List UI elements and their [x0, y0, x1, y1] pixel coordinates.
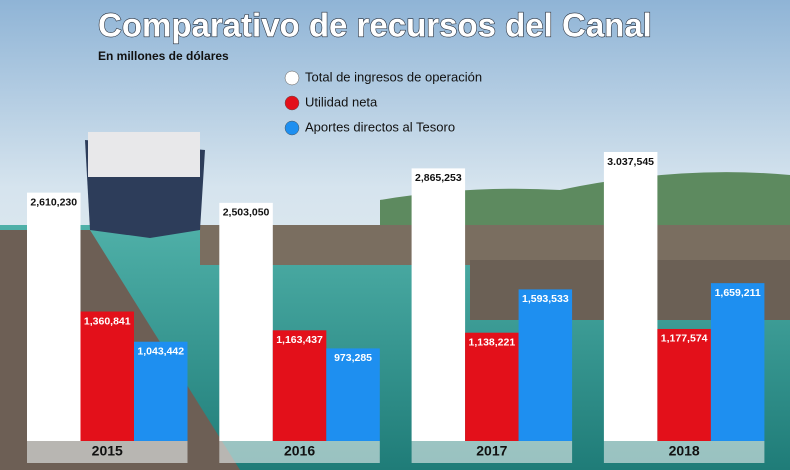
chart-title: Comparativo de recursos del Canal [98, 7, 652, 44]
value-label: 1,593,533 [522, 293, 569, 305]
x-tick-label: 2016 [284, 443, 315, 459]
bar [657, 328, 711, 441]
value-label: 1,177,574 [661, 333, 708, 345]
x-tick-label: 2017 [476, 443, 507, 459]
value-label: 1,043,442 [137, 346, 184, 358]
value-label: 2,503,050 [223, 207, 270, 219]
value-label: 1,360,841 [84, 315, 131, 327]
bar [80, 311, 134, 441]
legend-swatch [284, 70, 300, 86]
bar [272, 330, 327, 441]
value-label: 973,285 [334, 352, 372, 364]
value-label: 2,610,230 [30, 196, 77, 208]
bar [134, 341, 188, 441]
bar [603, 152, 658, 441]
year-band [219, 441, 380, 463]
value-label: 1,163,437 [276, 334, 323, 346]
bar [411, 168, 466, 441]
legend-label: Aportes directos al Tesoro [305, 119, 455, 134]
x-tick-label: 2018 [669, 443, 700, 459]
bar [219, 202, 273, 441]
legend-swatch [284, 120, 300, 136]
value-label: 1,138,221 [468, 336, 515, 348]
legend-swatch [284, 95, 300, 111]
legend-label: Total de ingresos de operación [305, 69, 482, 84]
value-label: 2,865,253 [415, 172, 462, 184]
year-band [411, 441, 573, 463]
bar [27, 192, 81, 441]
year-band [603, 441, 765, 463]
chart-subtitle: En millones de dólares [98, 49, 229, 63]
legend-label: Utilidad neta [305, 94, 378, 109]
bar [710, 283, 765, 441]
value-label: 3.037,545 [607, 156, 654, 168]
bar [518, 289, 573, 441]
plot: Total de ingresos de operación Utilidad n… [27, 69, 765, 463]
bar [326, 348, 380, 441]
year-band [27, 441, 188, 463]
x-tick-label: 2015 [92, 443, 123, 459]
value-label: 1,659,211 [715, 287, 761, 299]
bar [465, 332, 519, 441]
